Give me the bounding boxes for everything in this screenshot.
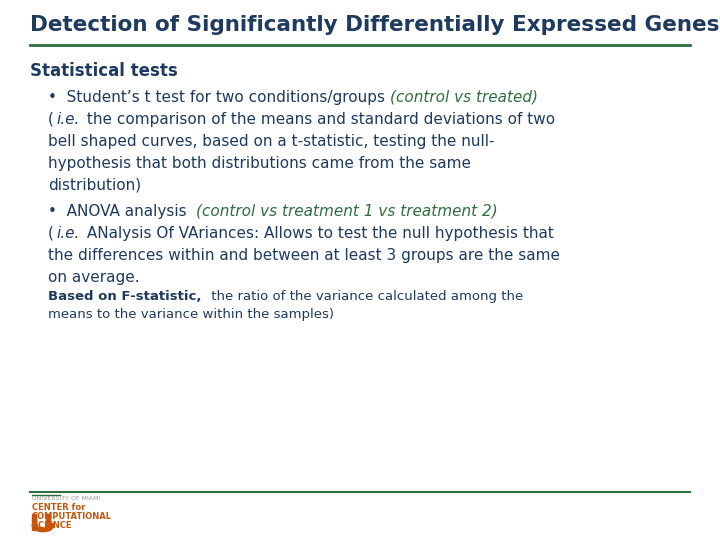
Text: the differences within and between at least 3 groups are the same: the differences within and between at le… <box>48 248 560 263</box>
Text: UNIVERSITY OF MIAMI: UNIVERSITY OF MIAMI <box>32 496 100 501</box>
Text: (control vs treated): (control vs treated) <box>390 90 538 105</box>
Text: ANalysis Of VAriances: Allows to test the null hypothesis that: ANalysis Of VAriances: Allows to test th… <box>82 226 554 241</box>
Text: the comparison of the means and standard deviations of two: the comparison of the means and standard… <box>82 112 555 127</box>
Text: Detection of Significantly Differentially Expressed Genes: Detection of Significantly Differentiall… <box>30 15 719 35</box>
Text: SCIENCE: SCIENCE <box>32 521 71 530</box>
Text: CENTER for: CENTER for <box>32 503 86 512</box>
Text: (: ( <box>48 226 54 241</box>
Text: (control vs treatment 1 vs treatment 2): (control vs treatment 1 vs treatment 2) <box>196 204 498 219</box>
Text: bell shaped curves, based on a t-statistic, testing the null-: bell shaped curves, based on a t-statist… <box>48 134 495 149</box>
Text: i.e.: i.e. <box>56 226 79 241</box>
Text: •  ANOVA analysis: • ANOVA analysis <box>48 204 192 219</box>
Text: (: ( <box>48 112 54 127</box>
Text: COMPUTATIONAL: COMPUTATIONAL <box>32 512 112 521</box>
Text: means to the variance within the samples): means to the variance within the samples… <box>48 308 334 321</box>
Text: •  Student’s t test for two conditions/groups: • Student’s t test for two conditions/gr… <box>48 90 390 105</box>
Text: distribution): distribution) <box>48 178 141 193</box>
Text: hypothesis that both distributions came from the same: hypothesis that both distributions came … <box>48 156 471 171</box>
Text: i.e.: i.e. <box>56 112 79 127</box>
Bar <box>32 514 36 530</box>
Text: Based on F-statistic,: Based on F-statistic, <box>48 290 202 303</box>
Text: on average.: on average. <box>48 270 140 285</box>
Text: the ratio of the variance calculated among the: the ratio of the variance calculated amo… <box>207 290 523 303</box>
Text: Statistical tests: Statistical tests <box>30 62 178 80</box>
Bar <box>46 514 50 530</box>
